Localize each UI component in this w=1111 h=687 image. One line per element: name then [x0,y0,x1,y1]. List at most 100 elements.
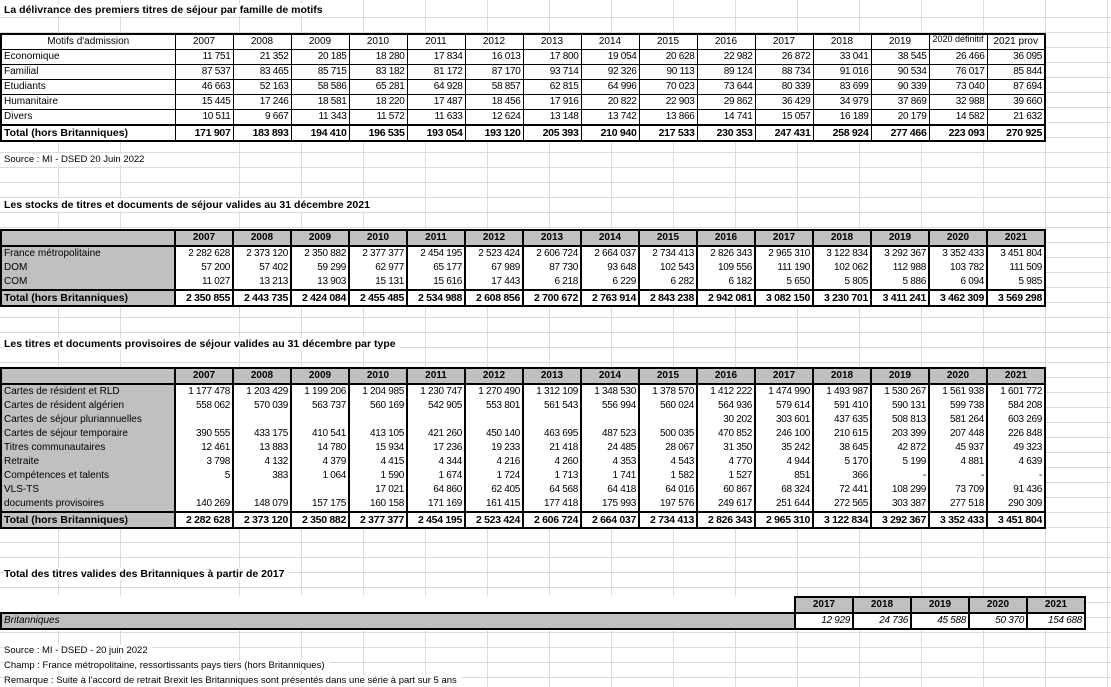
value-cell[interactable]: 109 556 [696,261,756,275]
value-cell[interactable]: 57 402 [232,261,292,275]
value-cell[interactable]: 102 062 [812,261,872,275]
value-cell[interactable]: 140 269 [174,497,234,512]
value-cell[interactable]: 93 648 [580,261,640,275]
year-header-cell[interactable]: 2008 [232,33,292,50]
value-cell[interactable]: - [928,469,988,483]
value-cell[interactable]: 22 982 [696,49,756,65]
value-cell[interactable]: 5 805 [812,275,872,290]
value-cell[interactable]: 13 742 [580,109,640,126]
value-cell[interactable]: 1 741 [580,469,640,483]
value-cell[interactable]: 38 545 [870,49,930,65]
value-cell[interactable]: 3 352 433 [928,246,988,261]
value-cell[interactable]: 13 148 [522,109,582,126]
value-cell[interactable]: 251 644 [754,497,814,512]
value-cell[interactable]: 65 177 [406,261,466,275]
value-cell[interactable]: 64 860 [406,483,466,497]
value-cell[interactable]: 16 189 [812,109,872,126]
value-cell[interactable]: 90 113 [638,64,698,80]
value-cell[interactable]: 171 169 [406,497,466,512]
value-cell[interactable]: 21 352 [232,49,292,65]
total-value-cell[interactable]: 2 700 672 [522,289,582,307]
value-cell[interactable]: 2 523 424 [464,246,524,261]
value-cell[interactable]: 6 282 [638,275,698,290]
value-cell[interactable]: 272 565 [812,497,872,512]
value-cell[interactable]: 226 848 [986,427,1046,441]
value-cell[interactable]: 1 378 570 [638,384,698,399]
value-cell[interactable]: 11 343 [290,109,350,126]
value-cell[interactable]: 2 664 037 [580,246,640,261]
value-cell[interactable]: 564 936 [696,399,756,413]
total-value-cell[interactable]: 193 054 [406,124,466,142]
row-label-cell[interactable]: Cartes de séjour temporaire [0,427,176,441]
value-cell[interactable]: 277 518 [928,497,988,512]
value-cell[interactable]: 62 815 [522,79,582,95]
value-cell[interactable]: 17 021 [348,483,408,497]
value-cell[interactable]: 87 730 [522,261,582,275]
year-header-cell[interactable]: 2020 [968,596,1028,614]
value-cell[interactable]: 584 208 [986,399,1046,413]
total-value-cell[interactable]: 183 893 [232,124,292,142]
value-cell[interactable]: 18 456 [464,94,524,110]
total-value-cell[interactable]: 2 443 735 [232,289,292,307]
value-cell[interactable]: 487 523 [580,427,640,441]
value-cell[interactable]: 18 581 [290,94,350,110]
year-header-cell[interactable]: 2020 [928,229,988,247]
value-cell[interactable]: 450 140 [464,427,524,441]
corner-cell[interactable] [0,229,176,247]
year-header-cell[interactable]: 2012 [464,229,524,247]
value-cell[interactable]: 13 213 [232,275,292,290]
year-header-cell[interactable]: 2014 [580,33,640,50]
value-cell[interactable]: 10 511 [174,109,234,126]
value-cell[interactable]: 2 606 724 [522,246,582,261]
row-label-cell[interactable]: Cartes de séjour pluriannuelles [0,413,176,427]
value-cell[interactable]: 92 326 [580,64,640,80]
value-cell[interactable]: 421 260 [406,427,466,441]
year-header-cell[interactable]: 2021 [986,229,1046,247]
value-cell[interactable]: 13 903 [290,275,350,290]
year-header-cell[interactable]: 2014 [580,367,640,385]
value-cell[interactable] [232,413,292,427]
value-cell[interactable]: 17 487 [406,94,466,110]
value-cell[interactable]: 65 281 [348,79,408,95]
value-cell[interactable]: 34 979 [812,94,872,110]
total-value-cell[interactable]: 2 606 724 [522,511,582,529]
value-cell[interactable]: 68 324 [754,483,814,497]
value-cell[interactable]: 570 039 [232,399,292,413]
total-value-cell[interactable]: 270 925 [986,124,1046,142]
value-cell[interactable]: 60 867 [696,483,756,497]
value-cell[interactable]: 590 131 [870,399,930,413]
value-cell[interactable]: 91 436 [986,483,1046,497]
value-cell[interactable]: 45 588 [910,613,970,629]
total-value-cell[interactable]: 171 907 [174,124,234,142]
total-value-cell[interactable]: 194 410 [290,124,350,142]
value-cell[interactable]: 20 185 [290,49,350,65]
value-cell[interactable]: 1 493 987 [812,384,872,399]
year-header-cell[interactable]: 2019 [870,229,930,247]
total-value-cell[interactable]: 3 462 309 [928,289,988,307]
year-header-cell[interactable]: 2010 [348,367,408,385]
row-label-cell[interactable]: Familial [0,64,176,80]
value-cell[interactable]: 17 916 [522,94,582,110]
value-cell[interactable]: 67 989 [464,261,524,275]
value-cell[interactable]: 73 709 [928,483,988,497]
value-cell[interactable]: 12 624 [464,109,524,126]
value-cell[interactable]: 561 543 [522,399,582,413]
value-cell[interactable]: 4 353 [580,455,640,469]
value-cell[interactable]: 58 857 [464,79,524,95]
value-cell[interactable]: 2 350 882 [290,246,350,261]
year-header-cell[interactable]: 2018 [812,33,872,50]
value-cell[interactable]: 4 639 [986,455,1046,469]
value-cell[interactable]: 19 233 [464,441,524,455]
value-cell[interactable]: 62 977 [348,261,408,275]
total-value-cell[interactable]: 2 664 037 [580,511,640,529]
value-cell[interactable]: 90 534 [870,64,930,80]
value-cell[interactable]: 1 230 747 [406,384,466,399]
total-value-cell[interactable]: 2 424 084 [290,289,350,307]
year-header-cell[interactable]: 2007 [174,33,234,50]
value-cell[interactable]: 38 645 [812,441,872,455]
year-header-cell[interactable]: 2007 [174,229,234,247]
total-value-cell[interactable]: 2 373 120 [232,511,292,529]
value-cell[interactable]: 45 937 [928,441,988,455]
value-cell[interactable]: 1 270 490 [464,384,524,399]
value-cell[interactable]: 12 461 [174,441,234,455]
